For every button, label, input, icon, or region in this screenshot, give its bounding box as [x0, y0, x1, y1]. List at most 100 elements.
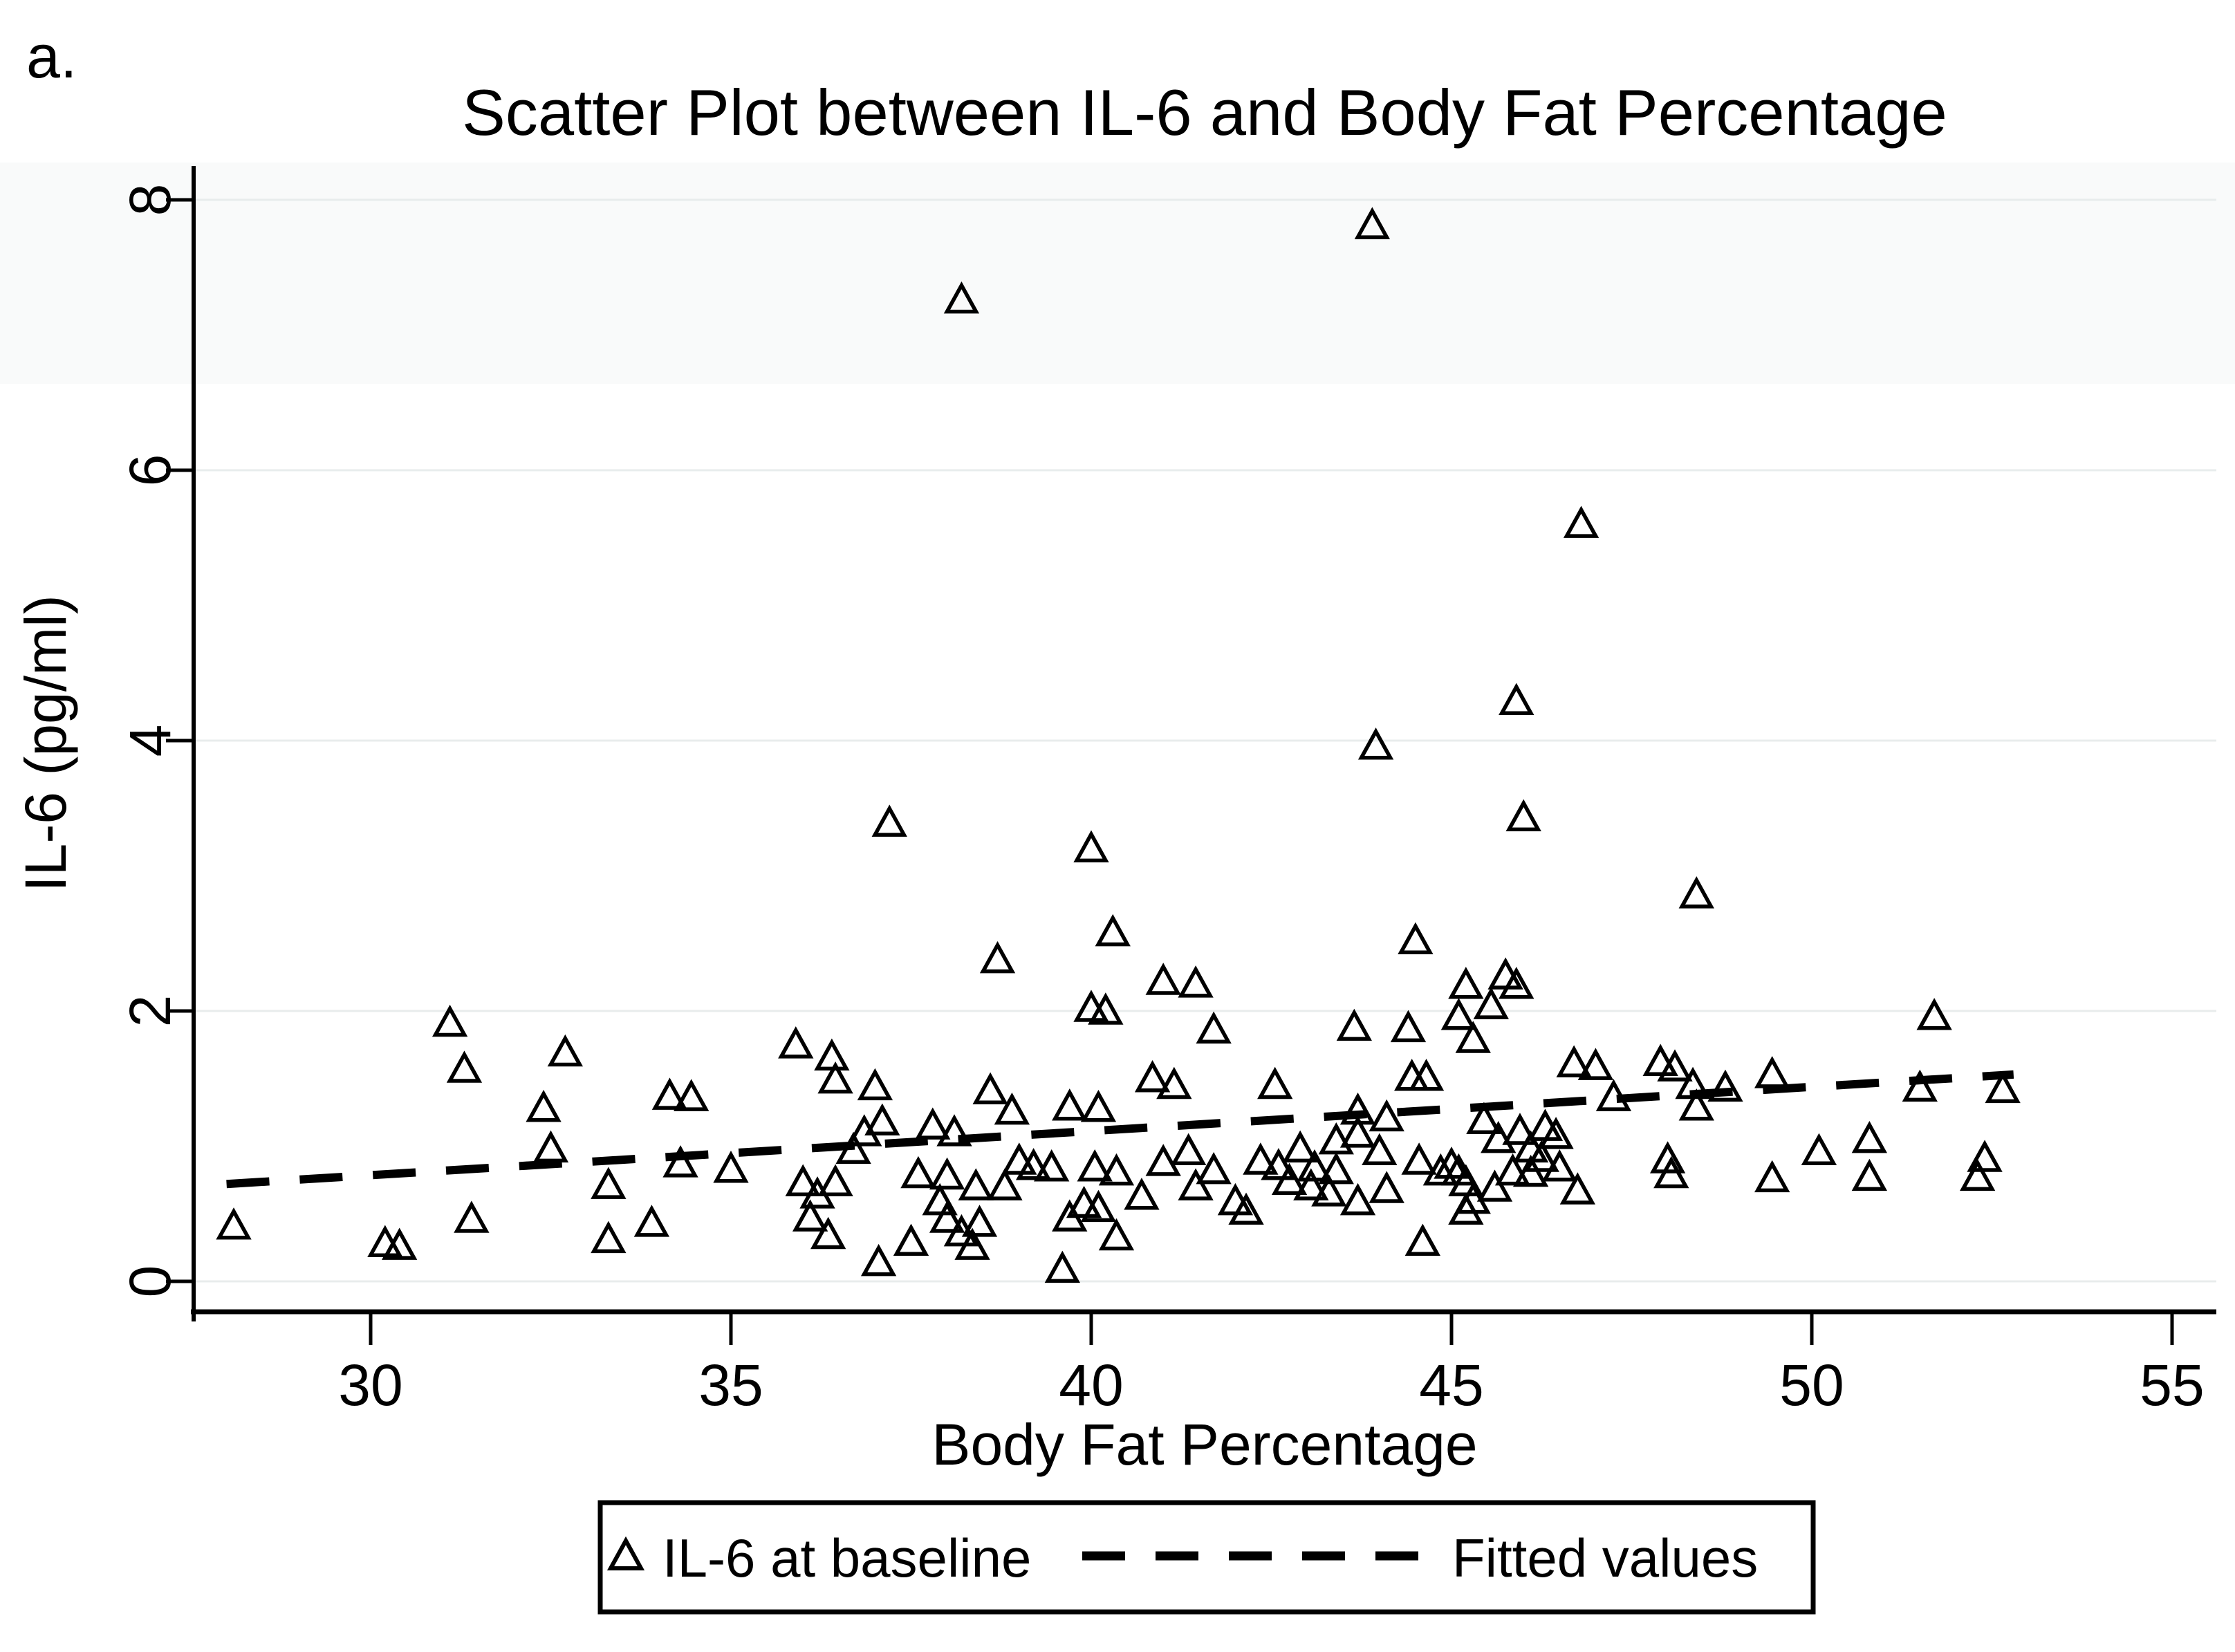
data-point-triangle: [835, 1131, 871, 1164]
data-point-triangle: [1398, 922, 1434, 955]
data-point-triangle: [846, 1114, 882, 1147]
data-point-triangle: [1196, 1151, 1232, 1185]
data-point-triangle: [1473, 987, 1509, 1019]
data-point-triangle: [1095, 913, 1131, 947]
x-tick-label-55: 55: [2140, 1353, 2204, 1418]
data-point-triangle: [1336, 1008, 1372, 1041]
x-tick-label-50: 50: [1779, 1353, 1844, 1418]
data-point-triangle: [216, 1207, 252, 1240]
data-point-triangle: [1339, 1115, 1376, 1148]
data-point-triangle: [1985, 1070, 2021, 1104]
data-point-triangle: [651, 1077, 688, 1110]
data-point-triangle: [1577, 1048, 1614, 1080]
data-point-triangle: [1098, 1218, 1135, 1251]
data-point-triangle: [994, 1092, 1030, 1125]
data-point-triangle: [1851, 1158, 1888, 1191]
data-point-triangle: [1311, 1174, 1347, 1207]
data-point-triangle: [943, 281, 980, 314]
x-tick-label-35: 35: [698, 1353, 763, 1418]
data-point-triangle: [1196, 1011, 1232, 1044]
data-point-triangle: [893, 1223, 929, 1256]
data-point-triangle: [1015, 1148, 1052, 1180]
data-point-triangle: [1902, 1069, 1938, 1102]
data-point-triangle: [1678, 1088, 1714, 1121]
data-point-triangle: [1455, 1021, 1491, 1053]
data-point-triangle: [961, 1205, 998, 1237]
chart-title: Scatter Plot between IL-6 and Body Fat P…: [462, 76, 1947, 149]
data-point-triangle: [1257, 1066, 1293, 1099]
data-point-triangle: [792, 1199, 828, 1232]
data-point-triangle: [1178, 965, 1214, 998]
data-point-triangle: [1967, 1140, 2003, 1172]
y-tick-label-6: 6: [118, 454, 183, 487]
data-point-triangle: [1390, 1010, 1427, 1043]
data-point-triangle: [1499, 683, 1534, 716]
data-point-triangle: [1156, 1066, 1192, 1099]
data-point-triangle: [922, 1182, 958, 1216]
data-point-triangle: [674, 1079, 710, 1111]
data-point-triangle: [1134, 1060, 1171, 1093]
data-point-triangle: [954, 1227, 990, 1260]
legend-box: [597, 1500, 1816, 1615]
data-point-triangle: [864, 1103, 900, 1136]
data-point-triangle: [936, 1114, 972, 1147]
data-point-triangle: [1754, 1056, 1790, 1088]
data-point-triangle: [1556, 1045, 1592, 1077]
data-point-triangle: [1339, 1182, 1376, 1216]
data-point-triangle: [860, 1243, 897, 1277]
data-point-triangle: [1448, 1192, 1484, 1225]
data-point-triangle: [446, 1050, 483, 1083]
data-point-triangle: [1369, 1099, 1404, 1132]
data-point-triangle: [871, 804, 907, 837]
y-tick-label-8: 8: [118, 184, 183, 216]
data-point-triangle: [1801, 1133, 1837, 1166]
data-point-triangle: [1440, 998, 1477, 1030]
data-point-triangle: [1434, 1147, 1469, 1179]
data-point-triangle: [785, 1164, 821, 1196]
data-point-triangle: [1044, 1250, 1080, 1283]
data-point-triangle: [1357, 727, 1394, 760]
data-point-triangle: [1271, 1162, 1308, 1196]
data-point-triangle: [1282, 1130, 1318, 1163]
data-point-triangle: [1408, 1059, 1445, 1091]
data-point-triangle: [454, 1200, 490, 1233]
data-point-triangle: [1297, 1149, 1333, 1182]
data-point-triangle: [1171, 1133, 1207, 1166]
data-point-triangle: [1916, 998, 1952, 1030]
data-point-triangle: [547, 1034, 584, 1067]
data-point-triangle: [1657, 1049, 1693, 1082]
data-point-triangle: [1077, 1149, 1113, 1182]
data-point-triangle: [633, 1205, 670, 1237]
data-point-triangle: [591, 1167, 627, 1199]
data-point-triangle: [1404, 1223, 1440, 1256]
data-point-triangle: [1523, 1140, 1559, 1172]
x-axis-title: Body Fat Percentage: [931, 1412, 1477, 1477]
data-point-triangle: [1052, 1088, 1088, 1121]
legend-label-fitted: Fitted values: [1452, 1528, 1758, 1588]
data-point-triangle: [1707, 1069, 1743, 1102]
data-point-triangle: [1505, 799, 1541, 832]
data-point-triangle: [1678, 876, 1714, 909]
data-point-triangle: [1653, 1156, 1689, 1189]
data-point-triangle: [1178, 1168, 1214, 1200]
data-point-triangle: [1098, 1153, 1135, 1186]
data-point-triangle: [1512, 1154, 1549, 1187]
legend: IL-6 at baseline Fitted values: [597, 1500, 1816, 1615]
data-point-triangle: [979, 940, 1016, 974]
data-point-triangle: [972, 1072, 1008, 1105]
data-point-triangle: [1145, 1144, 1181, 1176]
data-point-triangle: [1080, 1189, 1117, 1223]
y-tick-label-0: 0: [118, 1265, 183, 1298]
data-point-triangle: [810, 1216, 846, 1250]
legend-triangle-icon: [606, 1536, 645, 1570]
x-tick-label-40: 40: [1059, 1353, 1123, 1418]
data-point-triangle: [929, 1200, 965, 1233]
y-axis-title: IL-6 (pg/ml): [13, 595, 78, 891]
data-point-triangle: [1481, 1120, 1517, 1153]
data-point-triangle: [1001, 1142, 1037, 1175]
data-point-triangle: [1145, 963, 1181, 995]
legend-label-baseline: IL-6 at baseline: [662, 1528, 1031, 1588]
data-point-triangle: [1073, 830, 1109, 863]
data-point-triangle: [1541, 1149, 1577, 1182]
